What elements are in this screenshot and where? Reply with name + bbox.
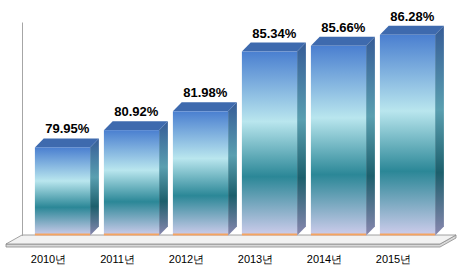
floor-edge [6, 235, 456, 247]
x-tick-label: 2015년 [376, 253, 411, 265]
bar [242, 52, 297, 236]
x-tick-label: 2010년 [31, 253, 66, 265]
bar-base [35, 234, 90, 236]
x-axis: 2010년 2011년 2012년 2013년 2014년 2015년 [31, 252, 411, 265]
x-tick: 2012년 [169, 252, 204, 265]
bar-group [35, 138, 99, 235]
x-tick: 2010년 [31, 252, 66, 265]
bar-group [380, 26, 444, 236]
y-axis-line [22, 23, 23, 237]
x-tick-label: 2012년 [169, 253, 204, 265]
bar-side [297, 43, 306, 236]
bar-group [173, 102, 237, 235]
bar-top [173, 102, 237, 111]
bar-base [311, 234, 366, 236]
bar-side [90, 138, 99, 235]
bar-base [380, 234, 435, 236]
bar-top [104, 121, 168, 130]
bar-side [435, 26, 444, 236]
bar-top [311, 37, 375, 46]
bar [380, 35, 435, 236]
bar-base [173, 234, 228, 236]
bar-side [159, 121, 168, 235]
bars [35, 26, 444, 236]
data-label: 85.34% [252, 26, 297, 41]
x-tick: 2011년 [100, 252, 135, 265]
bar-group [104, 121, 168, 235]
x-tick: 2014년 [307, 252, 342, 265]
x-tick-label: 2011년 [100, 253, 135, 265]
bar-group [242, 43, 306, 236]
bar [104, 130, 159, 235]
bar-top [380, 26, 444, 35]
floor [6, 235, 456, 244]
bar [311, 46, 366, 236]
bar [35, 147, 90, 235]
bar-top [242, 43, 306, 52]
data-label: 80.92% [114, 104, 159, 119]
y-axis [22, 23, 23, 237]
data-label: 79.95% [45, 121, 90, 136]
x-tick: 2013년 [238, 252, 273, 265]
bar-group [311, 37, 375, 236]
bar-base [242, 234, 297, 236]
chart: 79.95% 80.92% 81.98% 85.34% 85.66% 86.28% 2010… [0, 0, 465, 279]
bar-side [366, 37, 375, 236]
x-tick: 2015년 [376, 252, 411, 265]
data-label: 81.98% [183, 85, 228, 100]
x-tick-label: 2013년 [238, 253, 273, 265]
data-label: 85.66% [321, 20, 366, 35]
data-labels: 79.95% 80.92% 81.98% 85.34% 85.66% 86.28% [45, 9, 435, 137]
bar [173, 111, 228, 235]
data-label: 86.28% [390, 9, 435, 24]
bar-top [35, 138, 99, 147]
x-tick-label: 2014년 [307, 253, 342, 265]
bar-base [104, 234, 159, 236]
bar-side [228, 102, 237, 235]
